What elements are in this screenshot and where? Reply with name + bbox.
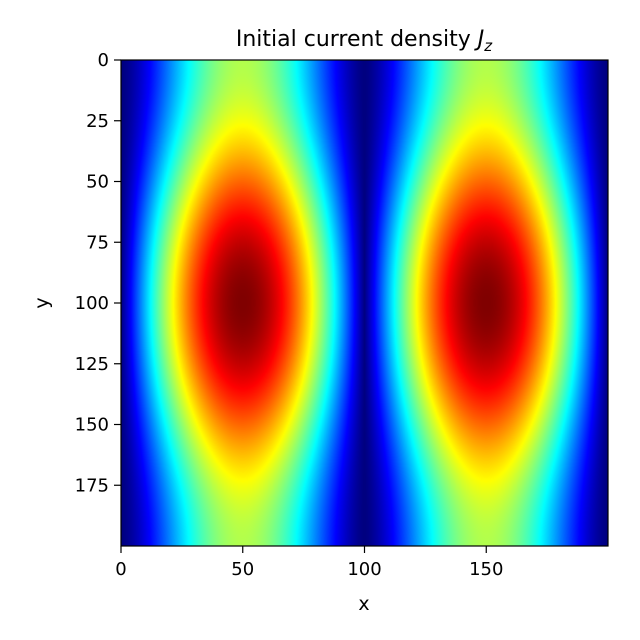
heatmap-plot-area [120,59,609,547]
chart-title-text: Initial current density [236,27,478,52]
x-axis-label: x [358,593,369,615]
x-axis: 0 50 100 150 [115,546,503,580]
y-tick-label: 175 [75,475,109,496]
y-tick-label: 150 [75,415,109,436]
y-axis: 0 25 50 75 100 125 150 175 [75,50,121,496]
heatmap-image [121,60,608,546]
x-tick-label: 150 [469,559,503,580]
heatmap-canvas-container [121,60,608,546]
chart-title: Initial current density Jz [236,27,493,55]
y-tick-label: 0 [98,50,109,71]
y-axis-label: y [31,297,53,308]
x-tick-label: 100 [347,559,381,580]
y-tick-label: 100 [75,293,109,314]
y-tick-label: 50 [86,172,109,193]
chart-title-subscript: z [483,37,493,55]
x-tick-label: 0 [115,559,126,580]
x-tick-label: 50 [231,559,254,580]
y-tick-label: 75 [86,232,109,253]
chart-title-symbol: J [474,27,485,52]
y-tick-label: 125 [75,354,109,375]
y-tick-label: 25 [86,111,109,132]
